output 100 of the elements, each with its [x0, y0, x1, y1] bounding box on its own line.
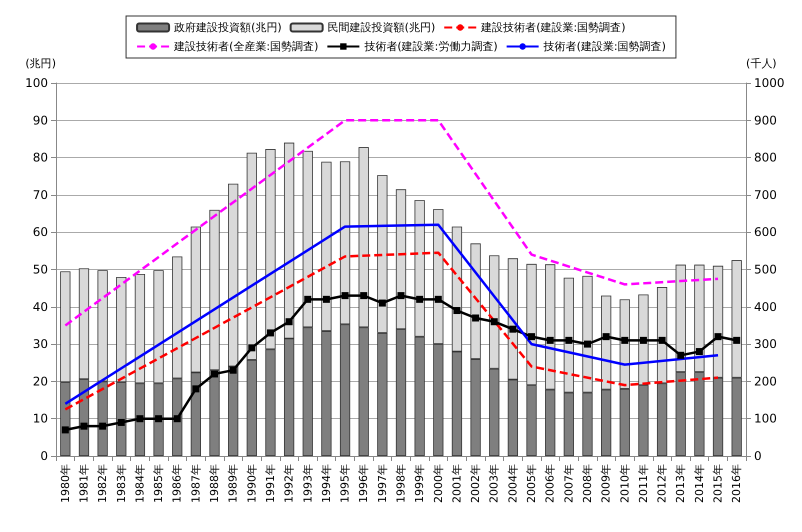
y-tick-label: 0 — [40, 449, 48, 463]
y-tick-label: 40 — [32, 300, 48, 314]
point — [434, 296, 442, 303]
x-tick-label: 1990年 — [245, 464, 258, 503]
x-tick-label: 1983年 — [114, 464, 128, 503]
y-tick-label: 90 — [32, 113, 48, 128]
point — [136, 415, 144, 422]
x-tick-label: 2015年 — [712, 464, 725, 503]
point — [640, 336, 647, 344]
x-tick-label: 1992年 — [282, 464, 296, 503]
x-tick-label: 1980年 — [58, 464, 72, 503]
line-series — [64, 251, 720, 411]
x-tick-label: 2000年 — [432, 464, 445, 503]
y-tick-label: 50 — [32, 262, 48, 276]
point — [416, 296, 424, 303]
y2-tick-label: 300 — [754, 337, 777, 352]
x-tick-label: 1996年 — [357, 464, 370, 503]
x-tick-label: 2010年 — [618, 464, 632, 503]
point — [546, 336, 554, 344]
x-tick-label: 2014年 — [692, 464, 706, 503]
y-tick-label: 20 — [32, 374, 48, 388]
point — [322, 296, 330, 303]
x-tick-label: 2016年 — [730, 464, 744, 503]
point — [398, 292, 404, 300]
y2-tick-label: 800 — [754, 150, 777, 165]
point — [80, 422, 88, 430]
y-tick-label: 100 — [25, 76, 48, 90]
y2-tick-label: 100 — [754, 412, 777, 426]
x-tick-label: 1989年 — [226, 464, 240, 503]
x-tick-label: 2012年 — [656, 464, 669, 503]
x-tick-label: 1994年 — [320, 464, 333, 503]
x-tick-label: 2002年 — [469, 464, 482, 503]
legend-label: 政府建設投資額(兆円) — [174, 21, 282, 34]
point — [733, 336, 740, 344]
x-tick-label: 1981年 — [77, 464, 90, 503]
x-tick-label: 2001年 — [450, 464, 464, 503]
line-series — [64, 119, 720, 327]
point — [248, 344, 256, 352]
y2-tick-label: 900 — [754, 113, 777, 128]
point — [118, 418, 125, 426]
point — [378, 300, 386, 307]
point — [584, 340, 591, 348]
line-series — [64, 223, 720, 406]
point — [453, 307, 460, 314]
legend-label: 技術者(建設業:国勢調査) — [542, 40, 666, 53]
x-tick-label: 2009年 — [600, 464, 613, 503]
x-tick-label: 2006年 — [544, 464, 557, 503]
x-tick-label: 1995年 — [338, 464, 352, 503]
y2-tick-label: 500 — [754, 262, 777, 276]
y-tick-label: 70 — [32, 188, 48, 202]
point — [304, 296, 312, 303]
x-tick-label: 1997年 — [376, 464, 389, 503]
x-tick-label: 1993年 — [301, 464, 314, 503]
y-axis-title: (兆円) — [25, 57, 56, 70]
point — [230, 366, 237, 374]
y2-tick-label: 600 — [754, 225, 777, 240]
x-tick-label: 2008年 — [580, 464, 594, 503]
x-tick-label: 1999年 — [413, 464, 426, 503]
point — [192, 385, 200, 392]
y2-tick-label: 1000 — [754, 76, 785, 90]
x-tick-label: 1998年 — [394, 464, 408, 503]
x-tick-label: 1985年 — [152, 464, 166, 503]
x-tick-label: 2011年 — [636, 464, 650, 503]
point — [528, 333, 536, 340]
x-tick-label: 1991年 — [264, 464, 277, 503]
y-tick-label: 80 — [32, 150, 48, 165]
point — [696, 348, 703, 356]
point — [509, 326, 516, 333]
point — [360, 292, 368, 300]
legend-label: 建設技術者(建設業:国勢調査) — [480, 21, 626, 34]
point — [211, 370, 218, 378]
y2-tick-label: 400 — [754, 300, 777, 314]
point — [472, 314, 480, 322]
x-tick-label: 2005年 — [525, 464, 538, 503]
point — [174, 415, 181, 422]
x-tick-label: 2003年 — [488, 464, 501, 503]
point — [266, 329, 274, 336]
x-tick-label: 1987年 — [189, 464, 202, 503]
legend-label: 技術者(建設業:労働力調査) — [363, 40, 498, 53]
x-tick-label: 2013年 — [674, 464, 688, 503]
y2-tick-label: 700 — [754, 188, 777, 202]
point — [565, 336, 572, 344]
y-tick-label: 30 — [32, 337, 48, 352]
y-tick-label: 10 — [32, 412, 48, 426]
point — [658, 336, 666, 344]
x-tick-label: 1986年 — [170, 464, 184, 503]
y2-tick-label: 200 — [754, 374, 777, 388]
legend-label: 建設技術者(全産業:国勢調査) — [173, 40, 318, 53]
point — [342, 292, 349, 300]
point — [155, 415, 162, 422]
x-tick-label: 1988年 — [208, 464, 222, 503]
x-tick-label: 2004年 — [506, 464, 520, 503]
x-tick-label: 1982年 — [96, 464, 110, 503]
y-tick-label: 60 — [32, 225, 48, 240]
point — [602, 333, 610, 340]
y2-axis-title: (千人) — [746, 57, 777, 70]
point — [99, 422, 106, 430]
point — [677, 352, 684, 359]
x-tick-label: 1984年 — [133, 464, 146, 503]
y2-tick-label: 0 — [754, 449, 762, 463]
